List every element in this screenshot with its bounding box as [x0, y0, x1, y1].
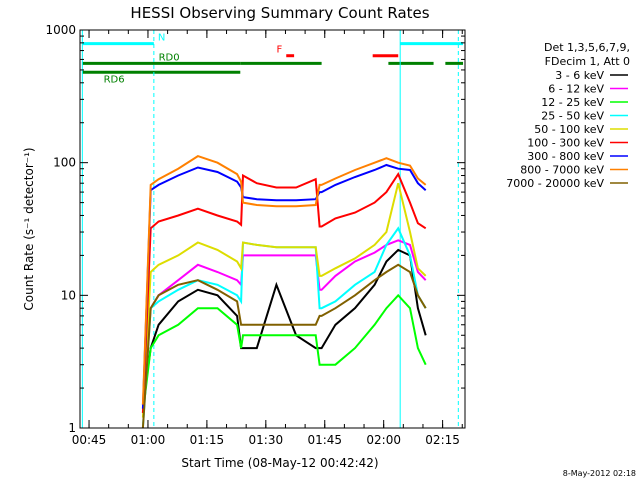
- series-line: [141, 239, 427, 405]
- flag-bar-label: N: [158, 33, 165, 44]
- legend-label: 800 - 7000 keV: [520, 164, 604, 177]
- series-line: [141, 154, 427, 405]
- x-axis: 00:45 01:00 01:15 01:30 01:45 02:00 02:15: [72, 30, 463, 447]
- x-tick-label: 01:15: [190, 433, 225, 447]
- series-line: [141, 293, 427, 414]
- series-line: [141, 263, 427, 428]
- chart-title: HESSI Observing Summary Count Rates: [130, 4, 429, 22]
- series-group: [141, 154, 427, 428]
- series-line: [141, 163, 427, 409]
- legend-label: 7000 - 20000 keV: [506, 177, 604, 190]
- footer-timestamp: 8-May-2012 02:18: [563, 469, 636, 478]
- flag-bar-label: F: [276, 45, 282, 56]
- y-axis-label: Count Rate (s⁻¹ detector⁻¹): [22, 147, 36, 310]
- legend-header: Det 1,3,5,6,7,9,: [544, 41, 630, 54]
- flag-bar-label: RD6: [104, 74, 125, 85]
- y-tick-label: 1000: [45, 23, 76, 37]
- legend-label: 300 - 800 keV: [527, 150, 604, 163]
- x-axis-label: Start Time (08-May-12 00:42:42): [181, 456, 378, 470]
- x-tick-label: 01:45: [307, 433, 342, 447]
- legend-label: 3 - 6 keV: [555, 69, 604, 82]
- x-tick-label: 00:45: [72, 433, 107, 447]
- x-tick-label: 01:00: [131, 433, 166, 447]
- legend-label: 50 - 100 keV: [534, 123, 604, 136]
- vertical-markers: [81, 30, 459, 428]
- x-tick-label: 01:30: [249, 433, 284, 447]
- legend-label: 100 - 300 keV: [527, 137, 604, 150]
- x-tick-label: 02:15: [425, 433, 460, 447]
- series-line: [141, 182, 427, 418]
- y-tick-label: 1: [68, 421, 76, 435]
- series-line: [141, 171, 427, 413]
- x-tick-label: 02:00: [366, 433, 401, 447]
- legend-label: 12 - 25 keV: [541, 96, 604, 109]
- flag-bars: N F RD0 RD6: [81, 33, 464, 85]
- legend-label: 6 - 12 keV: [548, 83, 604, 96]
- legend-label: 25 - 50 keV: [541, 110, 604, 123]
- series-line: [141, 226, 427, 428]
- flag-bar-label: RD0: [159, 52, 180, 63]
- plot-frame: [79, 29, 466, 429]
- legend: Det 1,3,5,6,7,9,FDecim 1, Att 03 - 6 keV…: [506, 41, 630, 190]
- legend-header: FDecim 1, Att 0: [545, 55, 630, 68]
- y-axis: 1 10 100 1000: [45, 23, 465, 435]
- y-tick-label: 10: [61, 288, 76, 302]
- y-tick-label: 100: [53, 156, 76, 170]
